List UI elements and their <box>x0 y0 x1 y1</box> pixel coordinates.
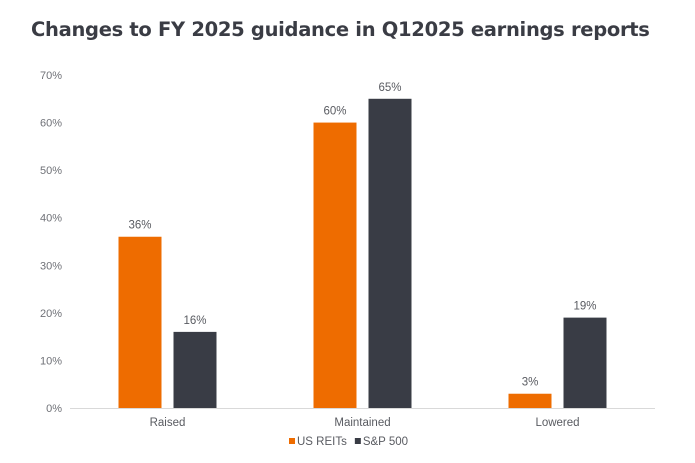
bar-us-reits-lowered <box>508 393 552 408</box>
data-labels: 36% 16% 60% 65% 3% 19% <box>128 82 596 389</box>
legend-swatch <box>289 438 295 444</box>
y-tick-label: 30% <box>40 260 62 272</box>
legend-swatch <box>354 438 361 444</box>
bar-s-p-500-maintained <box>368 98 412 409</box>
legend-label: S&P 500 <box>363 436 408 448</box>
x-axis-categories: Raised Maintained Lowered <box>150 417 580 429</box>
y-tick-label: 50% <box>40 165 62 177</box>
y-axis: 0% 10% 20% 30% 40% 50% 60% 70% <box>40 70 62 415</box>
data-label: 19% <box>573 301 596 313</box>
bar-us-reits-raised <box>118 236 162 408</box>
x-category-label: Lowered <box>535 417 579 429</box>
y-tick-label: 60% <box>40 118 62 130</box>
x-category-label: Maintained <box>334 417 390 429</box>
bar-us-reits-maintained <box>313 122 357 409</box>
data-label: 16% <box>183 315 206 327</box>
data-label: 36% <box>128 220 151 232</box>
bars <box>118 98 607 409</box>
y-tick-label: 20% <box>40 308 62 320</box>
chart-title: Changes to FY 2025 guidance in Q12025 ea… <box>31 18 650 41</box>
y-tick-label: 10% <box>40 355 62 367</box>
y-tick-label: 70% <box>40 70 62 82</box>
bar-s-p-500-lowered <box>563 317 607 408</box>
legend-label: US REITs <box>297 436 347 448</box>
data-label: 65% <box>378 82 401 94</box>
legend: US REITs S&P 500 <box>289 436 408 448</box>
y-tick-label: 0% <box>46 403 62 415</box>
data-label: 60% <box>323 106 346 118</box>
y-tick-label: 40% <box>40 213 62 225</box>
x-category-label: Raised <box>150 417 186 429</box>
data-label: 3% <box>522 377 539 389</box>
bar-s-p-500-raised <box>173 331 217 408</box>
